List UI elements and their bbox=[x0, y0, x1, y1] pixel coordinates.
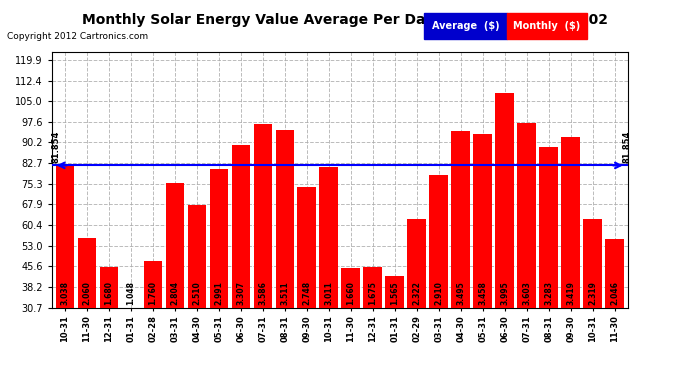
Text: 2.319: 2.319 bbox=[588, 281, 598, 305]
Bar bbox=[253, 124, 272, 375]
Text: 3.586: 3.586 bbox=[258, 281, 267, 305]
Bar bbox=[77, 238, 97, 375]
Bar bbox=[583, 219, 602, 375]
Text: 1.660: 1.660 bbox=[346, 281, 355, 305]
Text: 2.510: 2.510 bbox=[193, 281, 201, 305]
Bar bbox=[166, 183, 184, 375]
Bar bbox=[56, 165, 75, 375]
Bar bbox=[451, 131, 470, 375]
Text: 2.060: 2.060 bbox=[82, 281, 92, 305]
Bar bbox=[518, 123, 536, 375]
Bar bbox=[386, 276, 404, 375]
Text: Monthly  ($): Monthly ($) bbox=[513, 21, 580, 31]
Text: 1.565: 1.565 bbox=[391, 281, 400, 305]
Bar bbox=[540, 147, 558, 375]
Bar bbox=[408, 219, 426, 375]
Bar bbox=[297, 187, 316, 375]
Text: 1.680: 1.680 bbox=[104, 281, 113, 305]
Bar bbox=[429, 175, 448, 375]
Bar bbox=[210, 169, 228, 375]
Bar bbox=[319, 167, 338, 375]
Bar bbox=[232, 145, 250, 375]
Bar bbox=[562, 136, 580, 375]
Text: 2.991: 2.991 bbox=[215, 281, 224, 305]
Text: Average  ($): Average ($) bbox=[432, 21, 500, 31]
Bar bbox=[342, 268, 360, 375]
Text: 81.854: 81.854 bbox=[51, 130, 60, 163]
Bar bbox=[144, 261, 162, 375]
Text: Copyright 2012 Cartronics.com: Copyright 2012 Cartronics.com bbox=[7, 32, 148, 41]
Bar bbox=[364, 267, 382, 375]
Text: 3.307: 3.307 bbox=[237, 281, 246, 305]
Bar bbox=[495, 93, 514, 375]
Text: 1.048: 1.048 bbox=[126, 281, 135, 305]
Text: 3.995: 3.995 bbox=[500, 281, 509, 305]
Bar bbox=[275, 130, 294, 375]
Text: 3.283: 3.283 bbox=[544, 281, 553, 305]
Text: 1.760: 1.760 bbox=[148, 281, 157, 305]
Text: 1.675: 1.675 bbox=[368, 281, 377, 305]
Bar bbox=[605, 240, 624, 375]
Bar bbox=[99, 267, 118, 375]
Bar bbox=[188, 205, 206, 375]
Text: 2.046: 2.046 bbox=[610, 281, 619, 305]
Text: 2.322: 2.322 bbox=[413, 281, 422, 305]
Bar bbox=[473, 134, 492, 375]
Text: 2.748: 2.748 bbox=[302, 280, 311, 305]
Text: 3.419: 3.419 bbox=[566, 281, 575, 305]
Text: 3.038: 3.038 bbox=[61, 281, 70, 305]
Text: 2.804: 2.804 bbox=[170, 281, 179, 305]
Text: 3.603: 3.603 bbox=[522, 281, 531, 305]
Text: 3.495: 3.495 bbox=[456, 281, 465, 305]
Text: 81.854: 81.854 bbox=[622, 130, 631, 163]
Text: 3.458: 3.458 bbox=[478, 281, 487, 305]
Text: 3.011: 3.011 bbox=[324, 281, 333, 305]
Text: 2.910: 2.910 bbox=[434, 281, 443, 305]
Text: Monthly Solar Energy Value Average Per Day ($) Wed Dec 26 08:02: Monthly Solar Energy Value Average Per D… bbox=[82, 13, 608, 27]
Text: 3.511: 3.511 bbox=[280, 281, 289, 305]
Bar bbox=[121, 314, 140, 375]
